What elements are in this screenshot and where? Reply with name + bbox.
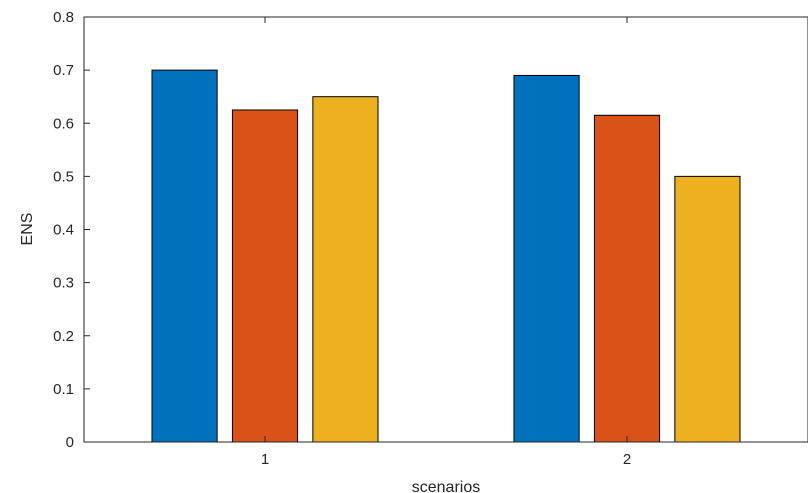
y-tick-label: 0.5 [53, 168, 74, 185]
y-tick-label: 0.7 [53, 62, 74, 79]
y-tick-label: 0.6 [53, 115, 74, 132]
bar-cat1-series3 [312, 96, 379, 443]
bar-cat1-series1 [151, 69, 218, 443]
x-tick-label: 1 [261, 451, 269, 468]
bar-cat2-series3 [674, 175, 741, 443]
x-tick-label: 2 [623, 451, 631, 468]
ticks-group: 1 2 0 0.1 0.2 0.3 0.4 0.5 0.6 0.7 0.8 [53, 9, 631, 468]
bar-cat2-series2 [593, 114, 661, 443]
bar-cat1-series2 [231, 109, 299, 443]
y-tick-label: 0.3 [53, 275, 74, 292]
bars-group [151, 69, 741, 443]
y-tick-label: 0.1 [53, 381, 74, 398]
y-tick-label: 0.4 [53, 222, 74, 239]
y-tick-label: 0.2 [53, 328, 74, 345]
y-tick-label: 0.8 [53, 9, 74, 26]
y-axis-label: ENS [19, 213, 36, 246]
y-tick-label: 0 [66, 434, 74, 451]
bar-cat2-series1 [513, 74, 580, 443]
x-axis-label: scenarios [412, 479, 480, 493]
